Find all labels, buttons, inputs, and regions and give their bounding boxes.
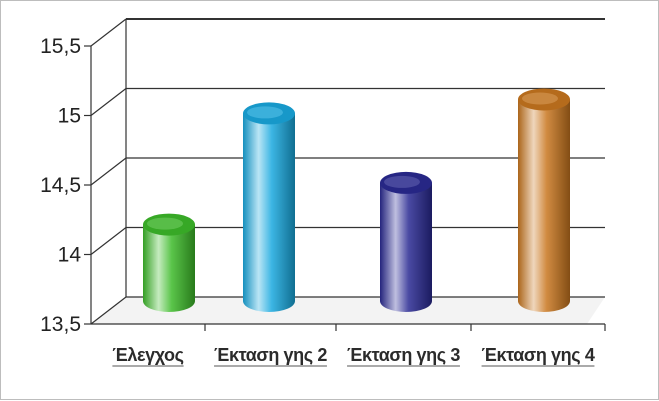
y-tick-label: 13,5 — [40, 313, 81, 336]
x-category-label: Έκταση γης 2 — [214, 345, 327, 365]
y-tick-label: 15 — [58, 105, 81, 128]
cylinder-highlight — [522, 92, 558, 105]
bar-4 — [518, 88, 570, 312]
cylinder-highlight — [247, 106, 283, 119]
x-category-label: Έλεγχος — [112, 345, 183, 365]
y-axis: 13,5 14 14,5 15 15,5 — [40, 19, 127, 336]
bar-3 — [380, 171, 432, 312]
cylinder-body — [143, 224, 195, 312]
y-tick-label: 15,5 — [40, 35, 81, 58]
bar-2 — [243, 102, 295, 313]
cylinder-body — [243, 113, 295, 313]
gridline-diagonal — [90, 296, 127, 325]
cylinder-highlight — [384, 175, 420, 188]
x-axis: Έλεγχος Έκταση γης 2 Έκταση γης 3 Έκταση γη… — [91, 323, 606, 367]
x-category-label: Έκταση γης 3 — [347, 345, 460, 365]
cylinder-highlight — [147, 217, 183, 230]
cylinder-body — [380, 182, 432, 312]
floor — [91, 297, 605, 324]
gridline-diagonal — [90, 227, 127, 255]
cylinder-body — [518, 99, 570, 312]
y-tick-label: 14,5 — [40, 174, 81, 197]
bar-1 — [143, 213, 195, 312]
gridline-diagonal — [90, 157, 127, 186]
bars — [143, 88, 570, 313]
gridline-diagonal — [90, 18, 127, 47]
x-category-label: Έκταση γης 4 — [482, 345, 595, 365]
y-tick-label: 14 — [58, 244, 82, 267]
gridline-diagonal — [90, 88, 127, 116]
